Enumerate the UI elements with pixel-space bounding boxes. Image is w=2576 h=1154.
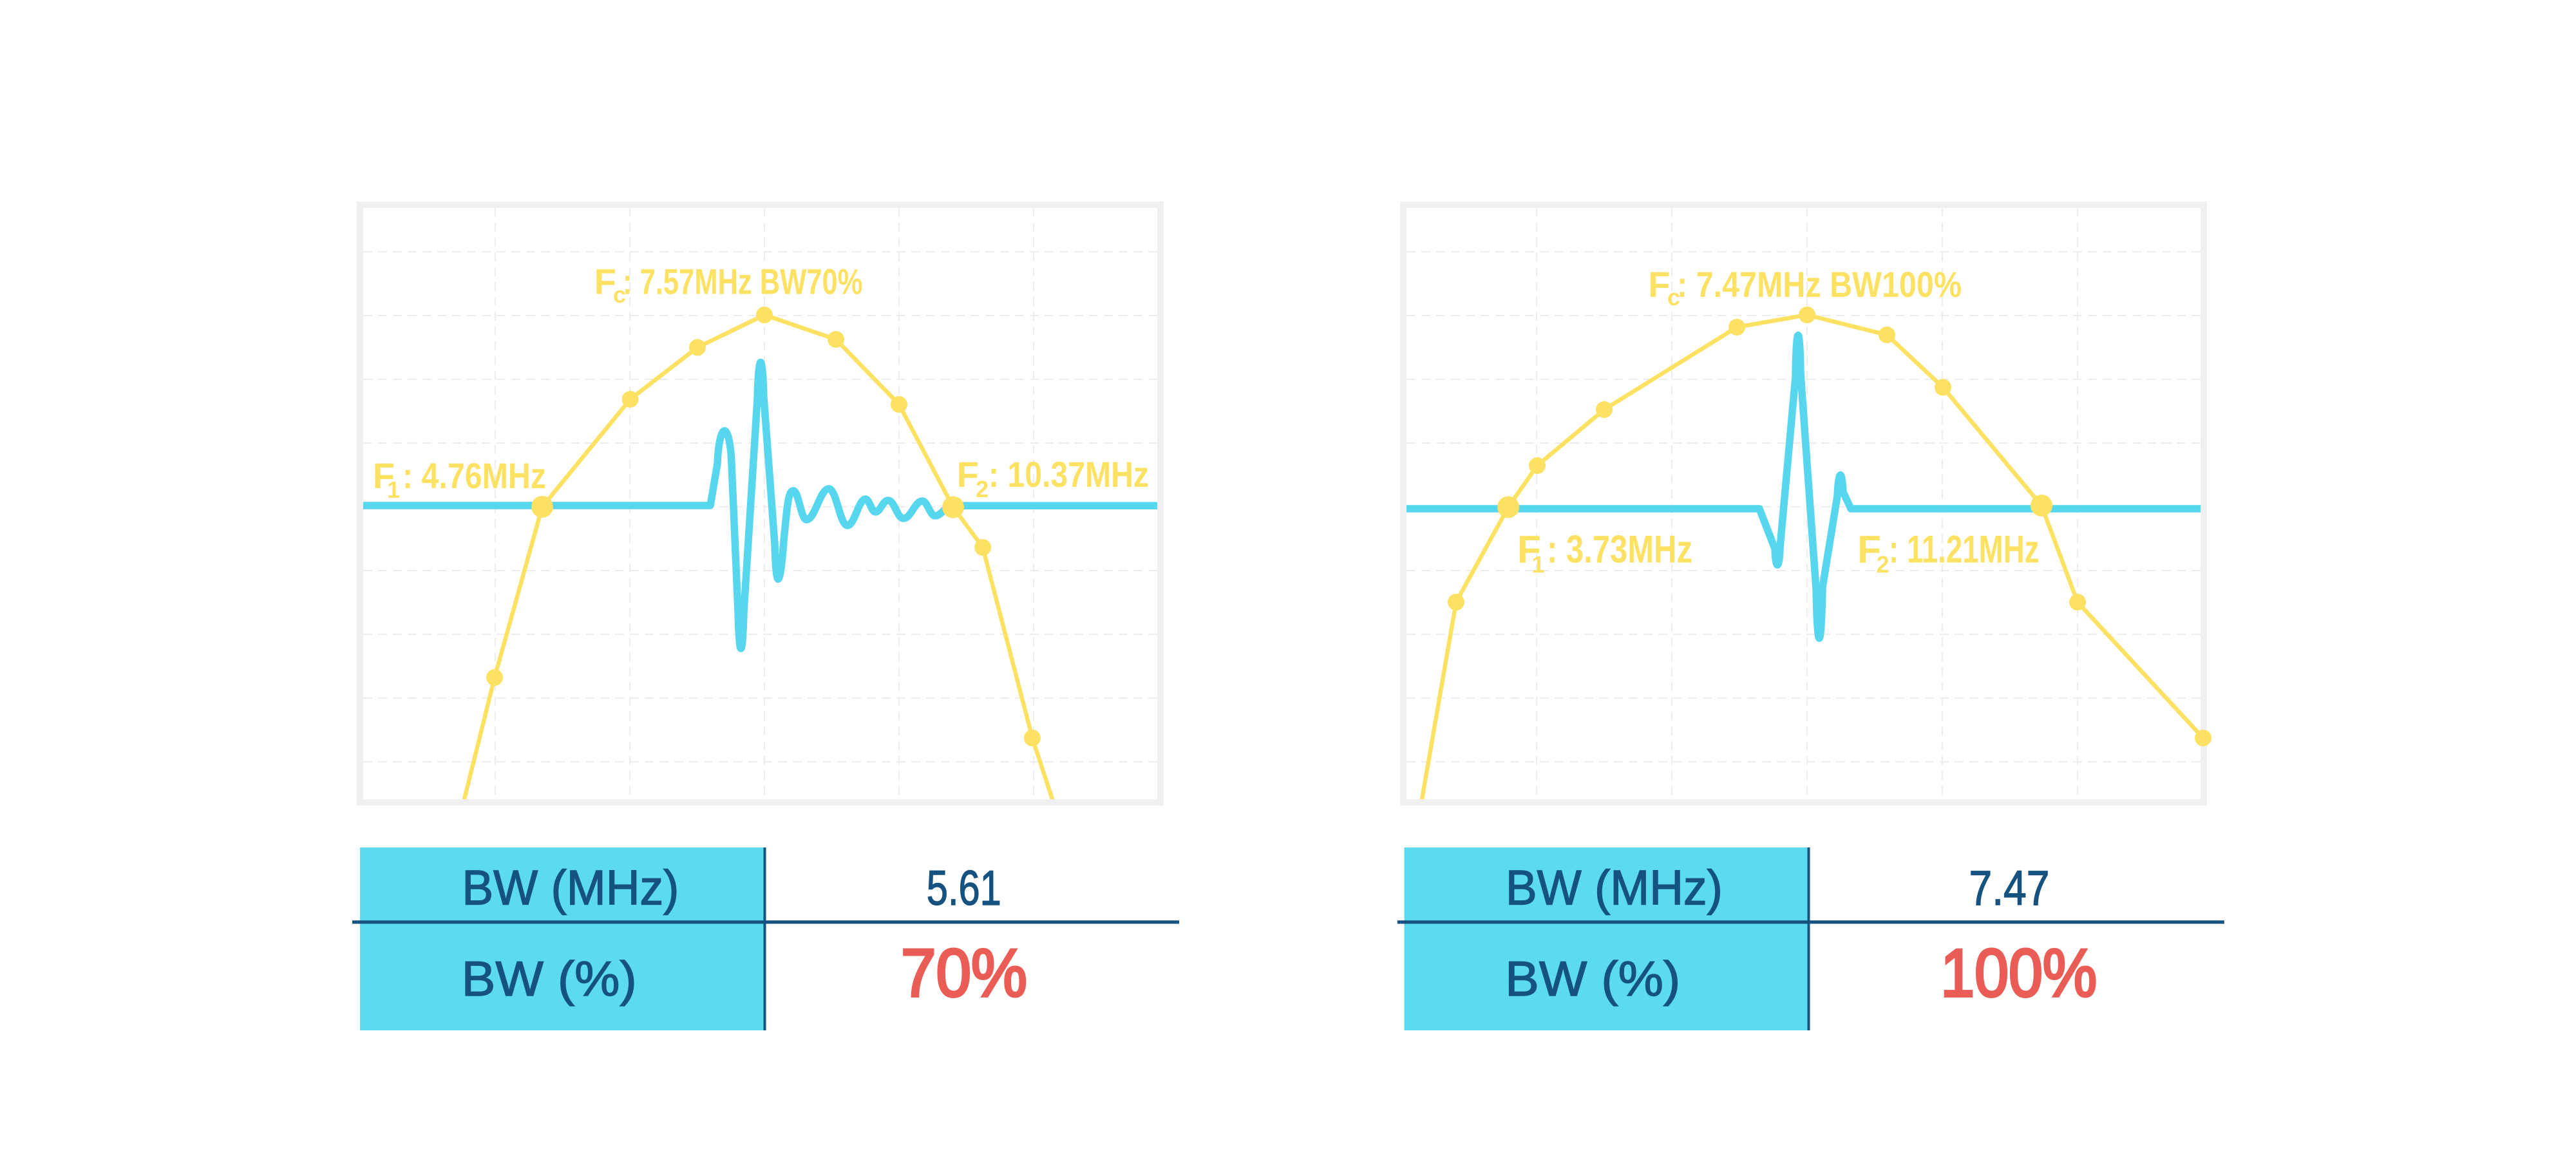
- svg-text:F: F: [1517, 528, 1541, 571]
- svg-text:F: F: [373, 455, 395, 496]
- svg-text:: 11.21MHz: : 11.21MHz: [1889, 528, 2040, 571]
- svg-text:c: c: [613, 281, 626, 308]
- svg-text:: 7.57MHz BW70%: : 7.57MHz BW70%: [623, 261, 862, 302]
- svg-text:5.61: 5.61: [927, 861, 1001, 916]
- svg-text:BW (MHz): BW (MHz): [462, 861, 679, 916]
- svg-text:2: 2: [976, 476, 989, 502]
- svg-text:: 7.47MHz BW100%: : 7.47MHz BW100%: [1677, 264, 1962, 305]
- svg-text:2: 2: [1877, 551, 1889, 578]
- svg-text:F: F: [1857, 528, 1881, 571]
- svg-text:: 3.73MHz: : 3.73MHz: [1547, 528, 1692, 571]
- svg-text:c: c: [1667, 284, 1680, 310]
- svg-text:F: F: [957, 454, 979, 495]
- svg-text:BW (MHz): BW (MHz): [1506, 861, 1723, 916]
- svg-text:BW (%): BW (%): [462, 952, 637, 1007]
- svg-text:: 4.76MHz: : 4.76MHz: [402, 455, 546, 496]
- svg-text:: 10.37MHz: : 10.37MHz: [989, 454, 1149, 495]
- svg-text:70%: 70%: [901, 936, 1027, 1011]
- svg-text:F: F: [1648, 264, 1670, 305]
- svg-text:1: 1: [387, 477, 400, 503]
- svg-text:1: 1: [1532, 551, 1545, 578]
- svg-text:F: F: [594, 261, 616, 302]
- svg-text:BW (%): BW (%): [1505, 952, 1680, 1007]
- svg-text:7.47: 7.47: [1969, 861, 2050, 916]
- svg-text:100%: 100%: [1940, 936, 2097, 1011]
